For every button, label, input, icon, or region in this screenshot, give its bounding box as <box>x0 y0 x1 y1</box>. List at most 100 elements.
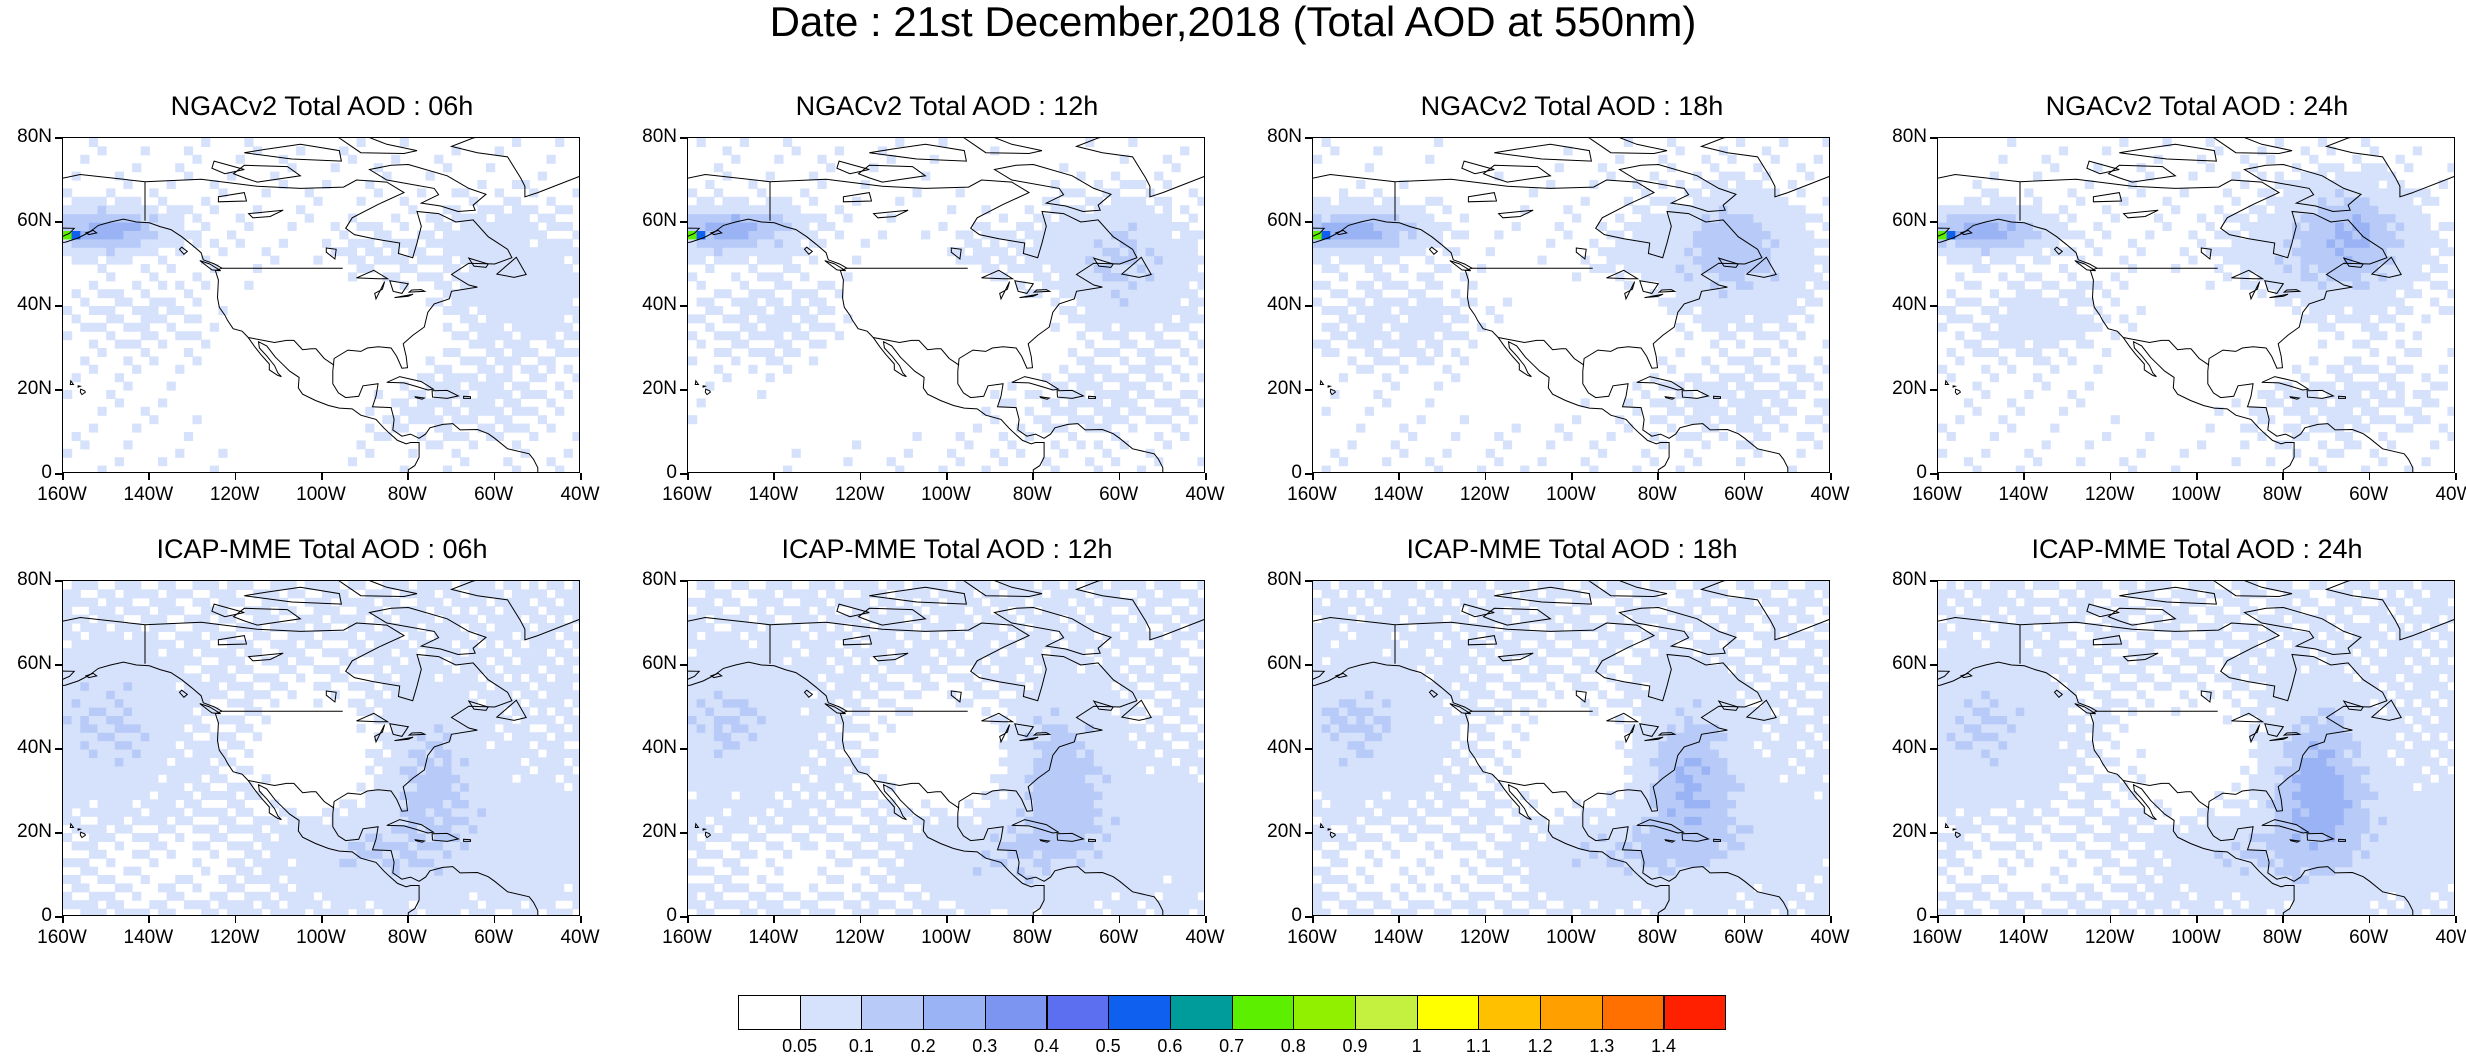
x-tick-mark <box>1032 473 1034 480</box>
y-tick-label: 80N <box>642 569 677 590</box>
y-tick-label: 0 <box>1291 462 1302 483</box>
x-tick-label: 100W <box>1546 484 1596 505</box>
colorbar-swatch <box>861 995 925 1030</box>
colorbar-label: 0.1 <box>848 1036 874 1056</box>
x-tick-label: 60W <box>474 484 514 505</box>
aod-field-map <box>688 138 1204 472</box>
y-tick-mark <box>1930 221 1937 223</box>
coastlines <box>63 581 579 915</box>
x-tick-mark <box>2455 473 2457 480</box>
y-tick-mark <box>1305 473 1312 475</box>
x-tick-label: 80W <box>1012 927 1052 948</box>
country-border <box>873 337 960 366</box>
y-tick-mark <box>680 305 687 307</box>
x-tick-mark <box>1743 916 1746 923</box>
x-tick-label: 140W <box>1998 484 2049 505</box>
x-tick-mark <box>773 916 775 923</box>
y-tick-mark <box>680 664 687 666</box>
panel-title: ICAP-MME Total AOD : 06h <box>156 534 488 564</box>
y-tick-label: 40N <box>17 737 52 758</box>
x-tick-mark <box>234 473 237 480</box>
y-tick-label: 40N <box>1267 294 1302 315</box>
x-tick-mark <box>1205 473 1207 480</box>
x-tick-label: 120W <box>209 927 260 948</box>
x-tick-label: 40W <box>2435 484 2466 505</box>
y-tick-mark <box>55 664 62 666</box>
y-tick-label: 60N <box>1267 210 1302 231</box>
x-tick-label: 40W <box>560 484 600 505</box>
aod-field-map <box>1938 138 2454 472</box>
y-tick-mark <box>680 916 687 918</box>
y-tick-label: 60N <box>17 653 52 674</box>
y-tick-label: 80N <box>642 126 677 147</box>
aod-field-map <box>1313 138 1829 472</box>
x-tick-mark <box>2368 916 2371 923</box>
x-tick-mark <box>946 916 948 923</box>
y-tick-mark <box>680 832 687 834</box>
x-tick-label: 40W <box>560 927 600 948</box>
panel-title: ICAP-MME Total AOD : 24h <box>2031 534 2363 564</box>
x-tick-mark <box>407 473 409 480</box>
x-tick-label: 120W <box>834 484 885 505</box>
x-tick-mark <box>1032 916 1034 923</box>
colorbar-swatch <box>1169 995 1233 1030</box>
x-tick-mark <box>859 473 862 480</box>
x-tick-mark <box>1571 916 1573 923</box>
x-tick-mark <box>407 916 409 923</box>
colorbar-label: 1.2 <box>1527 1036 1553 1056</box>
aod-shading <box>63 138 579 472</box>
country-border <box>248 337 335 366</box>
aod-field-map <box>1313 581 1829 915</box>
colorbar-swatch <box>984 995 1048 1030</box>
aod-map-panel <box>1937 137 2455 473</box>
y-tick-mark <box>1305 305 1312 307</box>
y-tick-mark <box>1930 664 1937 666</box>
x-tick-label: 140W <box>748 484 799 505</box>
x-tick-mark <box>2282 916 2284 923</box>
colorbar-label: 1.1 <box>1465 1036 1491 1056</box>
y-tick-label: 60N <box>17 210 52 231</box>
y-tick-label: 80N <box>1267 126 1302 147</box>
y-tick-mark <box>55 580 62 582</box>
colorbar-swatch <box>1663 995 1727 1030</box>
x-tick-label: 80W <box>387 484 427 505</box>
x-tick-mark <box>2368 473 2371 480</box>
coastlines <box>1313 138 1829 472</box>
x-tick-label: 160W <box>37 484 87 505</box>
colorbar-swatch <box>1540 995 1603 1030</box>
y-tick-label: 0 <box>1916 462 1927 483</box>
y-tick-mark <box>55 916 62 918</box>
x-tick-mark <box>2282 473 2284 480</box>
panel-title: ICAP-MME Total AOD : 18h <box>1406 534 1738 564</box>
x-tick-label: 80W <box>1637 484 1677 505</box>
x-tick-label: 80W <box>2262 927 2302 948</box>
x-tick-label: 100W <box>1546 927 1596 948</box>
x-tick-mark <box>1118 916 1121 923</box>
x-tick-label: 100W <box>921 927 971 948</box>
x-tick-label: 60W <box>1099 927 1139 948</box>
x-tick-mark <box>1657 473 1659 480</box>
colorbar-swatch <box>1231 995 1295 1030</box>
x-tick-label: 60W <box>2349 484 2389 505</box>
x-tick-label: 40W <box>2435 927 2466 948</box>
y-tick-label: 0 <box>1291 905 1302 926</box>
x-tick-label: 160W <box>1287 484 1337 505</box>
y-tick-mark <box>1930 832 1937 834</box>
x-tick-label: 40W <box>1185 484 1225 505</box>
x-tick-label: 60W <box>1724 927 1764 948</box>
x-tick-mark <box>1312 916 1314 923</box>
x-tick-mark <box>580 473 582 480</box>
x-tick-label: 120W <box>2084 927 2135 948</box>
y-tick-mark <box>1930 916 1937 918</box>
y-tick-label: 20N <box>17 378 52 399</box>
y-tick-label: 20N <box>17 821 52 842</box>
x-tick-mark <box>2109 473 2112 480</box>
x-tick-label: 100W <box>2171 927 2221 948</box>
x-tick-mark <box>1571 473 1573 480</box>
y-tick-mark <box>55 473 62 475</box>
y-tick-mark <box>55 832 62 834</box>
x-tick-label: 80W <box>387 927 427 948</box>
x-tick-label: 80W <box>1637 927 1677 948</box>
x-tick-mark <box>1205 916 1207 923</box>
aod-field-map <box>1938 581 2454 915</box>
